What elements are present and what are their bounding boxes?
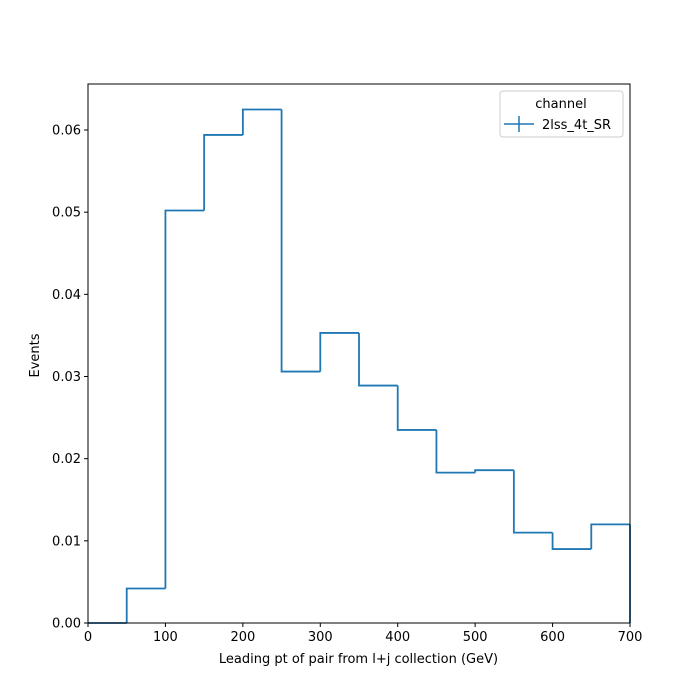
x-tick-label: 200 [230,630,255,645]
histogram-bin [280,109,321,373]
y-tick-label: 0.03 [52,370,81,385]
x-tick-label: 100 [153,630,178,645]
histogram-bin [125,587,166,623]
histogram-bin [590,523,630,550]
x-tick-label: 600 [540,630,565,645]
histogram-bin [396,385,437,431]
histogram-bin [164,209,205,589]
histogram-bin [435,429,476,474]
x-tick-label: 700 [618,630,643,645]
legend-marker-icon [504,116,534,132]
histogram-bin [512,470,553,534]
legend: channel 2lss_4t_SR [499,90,624,138]
y-tick-label: 0.02 [52,452,81,467]
legend-box [499,90,624,138]
y-tick-label: 0.00 [52,617,81,632]
x-axis-title: Leading pt of pair from l+j collection (… [219,652,498,667]
y-tick-label: 0.06 [52,124,81,139]
histogram-bin [241,108,282,135]
x-tick-label: 0 [84,630,92,645]
histogram-bin [474,469,514,473]
histogram-bin [358,332,398,387]
y-axis-title: Events [28,333,43,377]
histogram-bin [203,134,243,211]
y-tick-label: 0.01 [52,534,81,549]
axes-frame [87,83,631,624]
y-tick-label: 0.05 [52,206,81,221]
histogram-bin [319,332,359,372]
x-tick-label: 400 [385,630,410,645]
legend-entry-label: 2lss_4t_SR [542,118,611,133]
legend-title: channel [535,97,586,112]
x-tick-label: 300 [308,630,333,645]
x-tick-label: 500 [463,630,488,645]
y-tick-label: 0.04 [52,288,81,303]
axes: 0 100 200 300 400 500 600 700 0.00 0.01 0.02 0.03 0.… [52,83,643,645]
histogram-bin [551,532,592,550]
